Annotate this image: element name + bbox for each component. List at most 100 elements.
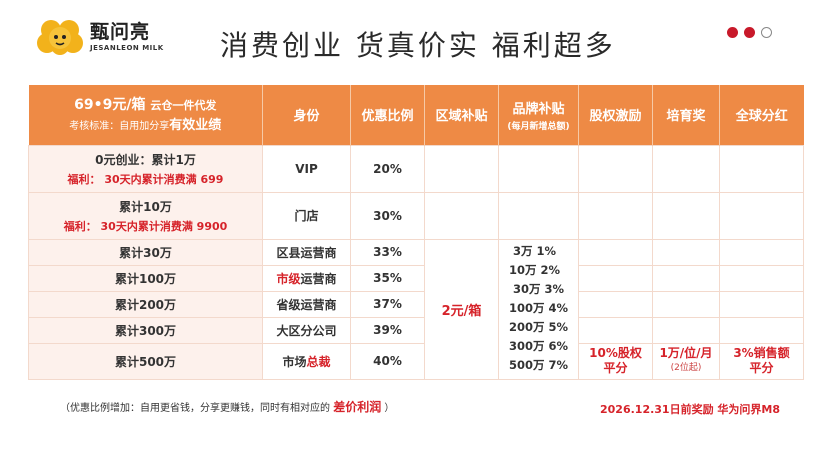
header-cultivate: 培育奖 [652, 85, 720, 145]
brand-cell [498, 191, 579, 240]
cultivate-cell [652, 238, 720, 266]
brand-tier: 100万 4% [508, 300, 569, 315]
header-price: 69•9元/箱 [74, 96, 146, 113]
table-row: 累计100万 市级运营商 35% [28, 264, 804, 292]
global-bonus-line1: 3%销售额 [733, 345, 790, 360]
equity-bonus-cell: 10%股权 平分 [578, 342, 653, 380]
plan-label: 累计10万 [119, 199, 172, 214]
role-highlight: 总裁 [306, 354, 331, 369]
brand-cell [498, 144, 579, 193]
global-cell [719, 144, 804, 193]
region-cell [424, 144, 499, 193]
global-cell [719, 238, 804, 266]
role-cell: 市级运营商 [262, 264, 351, 292]
brand-tier: 200万 5% [508, 319, 569, 334]
equity-bonus-line1: 10%股权 [589, 345, 642, 360]
role-cell: 省级运营商 [262, 290, 351, 318]
role-cell: 大区分公司 [262, 316, 351, 344]
global-cell [719, 191, 804, 240]
plan-cell: 累计200万 [28, 290, 263, 318]
header-brand-subsidy: 品牌补贴 (每月新增总额) [498, 85, 579, 145]
global-cell [719, 316, 804, 344]
brand-tier: 30万 3% [512, 281, 564, 296]
role-highlight: 市级 [276, 271, 301, 286]
benefit-table: 69•9元/箱 云仓一件代发 考核标准：自用加分享有效业绩 身份 优惠比例 区域… [28, 85, 804, 380]
region-subsidy-cell: 2元/箱 [424, 238, 499, 380]
cultivate-cell [652, 316, 720, 344]
brand-name: 甄问亮 JESANLEON MILK [90, 22, 164, 52]
pager-dot-3[interactable] [761, 27, 772, 38]
equity-cell [578, 290, 653, 318]
table-row: 累计200万 省级运营商 37% [28, 290, 804, 318]
table-row: 累计300万 大区分公司 39% [28, 316, 804, 344]
global-bonus-line2: 平分 [749, 360, 774, 375]
plan-cell: 累计500万 [28, 342, 263, 380]
ratio-cell: 37% [350, 290, 425, 318]
footer-note-highlight: 差价利润 [333, 400, 382, 414]
table-header-row: 69•9元/箱 云仓一件代发 考核标准：自用加分享有效业绩 身份 优惠比例 区域… [28, 85, 804, 145]
ratio-cell: 33% [350, 238, 425, 266]
equity-cell [578, 144, 653, 193]
role-cell: 市场总裁 [262, 342, 351, 380]
role-cell: 区县运营商 [262, 238, 351, 266]
plan-cell: 累计300万 [28, 316, 263, 344]
brand-logo-icon [37, 20, 83, 55]
equity-bonus-line2: 平分 [603, 360, 628, 375]
brand-tiers-cell: 3万 1% 10万 2% 30万 3% 100万 4% 200万 5% 300万… [498, 238, 579, 380]
page-header: 甄问亮 JESANLEON MILK 消费创业 货真价实 福利超多 [0, 0, 830, 74]
header-identity: 身份 [262, 85, 351, 145]
header-region: 区域补贴 [424, 85, 499, 145]
ratio-cell: 40% [350, 342, 425, 380]
header-criteria-bold: 有效业绩 [169, 117, 222, 133]
brand-tier: 3万 1% [512, 243, 556, 258]
cultivate-bonus-line2: (2位起) [670, 362, 702, 373]
cultivate-cell [652, 191, 720, 240]
role-text: 市场 [282, 354, 307, 369]
plan-cell: 累计100万 [28, 264, 263, 292]
header-brand-subsidy-note: (每月新增总额) [507, 121, 570, 132]
pager-dot-1[interactable] [727, 27, 738, 38]
brand-name-cn: 甄问亮 [90, 21, 151, 43]
brand-tier: 500万 7% [508, 357, 569, 372]
brand-tiers-list: 3万 1% 10万 2% 30万 3% 100万 4% 200万 5% 300万… [509, 242, 568, 375]
cultivate-cell [652, 290, 720, 318]
header-brand-subsidy-label: 品牌补贴 [512, 101, 565, 117]
header-ratio: 优惠比例 [350, 85, 425, 145]
cultivate-bonus-cell: 1万/位/月 (2位起) [652, 342, 720, 380]
plan-cell: 0元创业：累计1万 福利： 30天内累计消费满 699 [28, 144, 263, 193]
global-bonus-cell: 3%销售额 平分 [719, 342, 804, 380]
table-row: 累计30万 区县运营商 33% 2元/箱 3万 1% 10万 2% 30万 3%… [28, 238, 804, 380]
equity-cell [578, 264, 653, 292]
ratio-cell: 30% [350, 191, 425, 240]
cultivate-cell [652, 264, 720, 292]
header-criteria: 考核标准：自用加分享 [69, 120, 170, 132]
footer-note-prefix: （优惠比例增加：自用更省钱，分享更赚钱，同时有相对应的 [60, 403, 330, 414]
ratio-cell: 35% [350, 264, 425, 292]
ratio-cell: 39% [350, 316, 425, 344]
pager-dot-2[interactable] [744, 27, 755, 38]
table-row: 0元创业：累计1万 福利： 30天内累计消费满 699 VIP 20% [28, 144, 804, 193]
header-plan: 69•9元/箱 云仓一件代发 考核标准：自用加分享有效业绩 [28, 85, 263, 145]
cultivate-bonus-line1: 1万/位/月 [659, 345, 713, 360]
global-cell [719, 290, 804, 318]
cultivate-cell [652, 144, 720, 193]
region-cell [424, 191, 499, 240]
equity-cell [578, 238, 653, 266]
footer-reward: 2026.12.31日前奖励 华为问界M8 [600, 403, 781, 416]
global-cell [719, 264, 804, 292]
header-price-note: 云仓一件代发 [150, 98, 217, 112]
role-cell: 门店 [262, 191, 351, 240]
header-equity: 股权激励 [578, 85, 653, 145]
slide-pager[interactable] [727, 27, 772, 38]
page-title: 消费创业 货真价实 福利超多 [220, 29, 616, 62]
role-text: 运营商 [300, 271, 337, 286]
plan-cell: 累计10万 福利： 30天内累计消费满 9900 [28, 191, 263, 240]
brand-name-en: JESANLEON MILK [90, 44, 164, 52]
plan-cell: 累计30万 [28, 238, 263, 266]
footer-note: （优惠比例增加：自用更省钱，分享更赚钱，同时有相对应的 差价利润 ） [60, 398, 394, 415]
equity-cell [578, 191, 653, 240]
role-cell: VIP [262, 144, 351, 193]
plan-welfare: 福利： 30天内累计消费满 9900 [63, 219, 228, 233]
header-global: 全球分红 [719, 85, 804, 145]
equity-cell [578, 316, 653, 344]
